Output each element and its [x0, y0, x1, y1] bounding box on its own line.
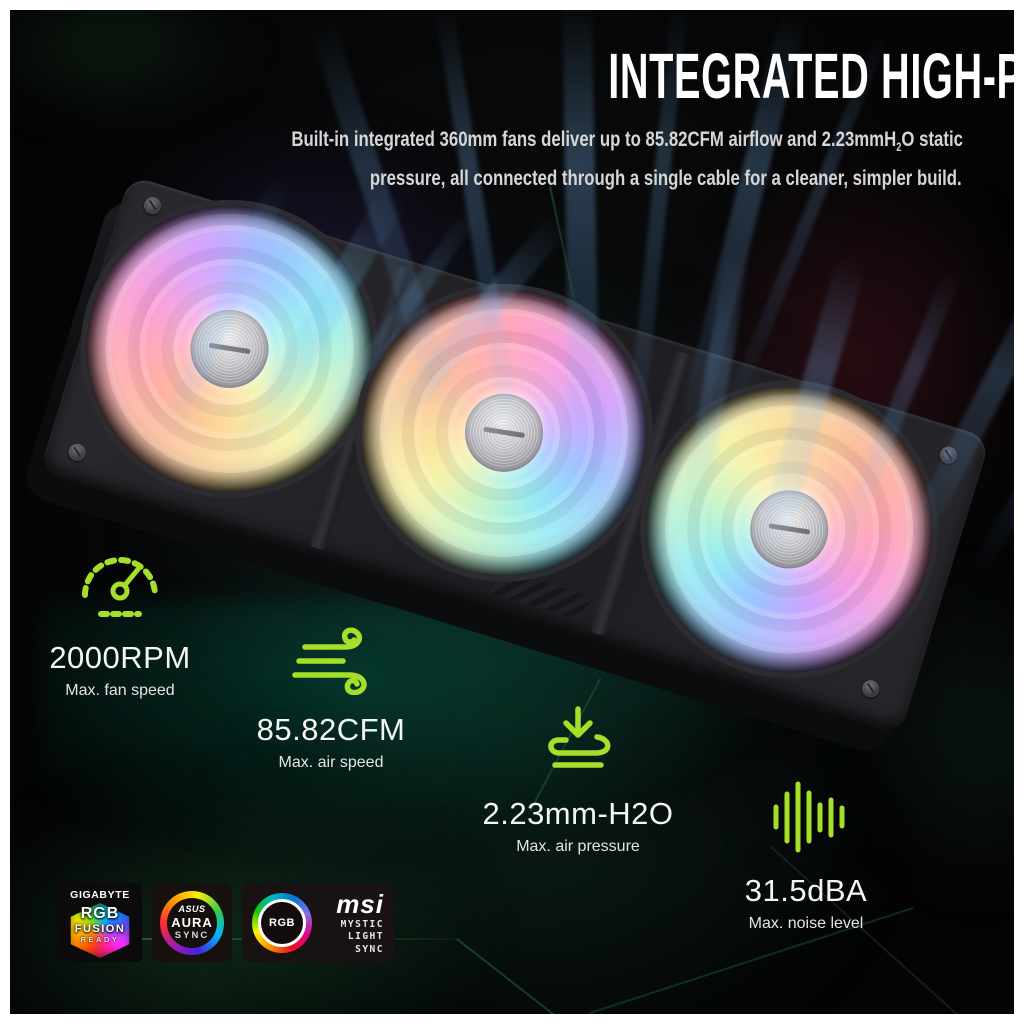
spec-label: Max. noise level: [748, 915, 864, 932]
gigabyte-rgb-fusion-badge: GIGABYTE RGB FUSION READY: [58, 883, 142, 962]
spec-value: 2.23mm-H2O: [482, 796, 674, 831]
rgb-fusion-emblem: RGB FUSION READY: [66, 903, 134, 958]
spec-fan-speed: 2000RPM Max. fan speed: [10, 543, 230, 700]
rainbow-ring: RGB: [252, 892, 312, 953]
spec-value: 2000RPM: [49, 640, 191, 675]
spec-label: Max. fan speed: [65, 682, 175, 699]
gigabyte-logo: GIGABYTE: [70, 889, 130, 901]
spec-value: 85.82CFM: [256, 712, 406, 747]
corner-screw: [860, 678, 882, 700]
msi-logo: msi: [336, 888, 384, 919]
light-text: LIGHT: [347, 931, 384, 943]
corner-screw: [66, 441, 88, 463]
spec-air-pressure: 2.23mm-H2O Max. air pressure: [468, 703, 688, 856]
mystic-text: MYSTIC: [340, 918, 384, 930]
spec-label: Max. air pressure: [516, 838, 640, 855]
asus-logo: ASUS: [178, 904, 206, 914]
aura-text: AURA: [171, 915, 213, 930]
asus-aura-sync-badge: ASUS AURA SYNC: [152, 883, 232, 962]
ring-center: RGB: [258, 898, 306, 947]
subtitle-line2: pressure, all connected through a single…: [370, 166, 962, 190]
rgb-text: RGB: [269, 916, 295, 929]
sync-text: SYNC: [174, 930, 210, 941]
rgb-text: RGB: [80, 905, 120, 922]
fusion-text: FUSION: [74, 923, 126, 935]
spec-label: Max. air speed: [278, 754, 384, 771]
corner-screw: [937, 444, 959, 466]
page-title: INTEGRATED HIGH-PERFORMANCE FANS: [608, 40, 1014, 112]
spec-value: 31.5dBA: [744, 873, 868, 908]
rainbow-hexagon: [70, 903, 130, 958]
msi-mystic-light-badge: RGB msi MYSTIC LIGHT SYNC: [242, 883, 394, 962]
sound-wave-icon: [696, 778, 916, 861]
corner-screw: [141, 195, 164, 217]
spec-noise-level: 31.5dBA Max. noise level: [696, 778, 916, 933]
tech-line: [456, 938, 576, 1014]
spec-air-speed: 85.82CFM Max. air speed: [221, 621, 441, 772]
rgb-sync-badges: GIGABYTE RGB FUSION READY ASUS AURA: [58, 883, 394, 962]
ready-text: READY: [80, 935, 120, 944]
ring-center: [167, 897, 217, 948]
page-subtitle: Built-in integrated 360mm fans deliver u…: [102, 124, 963, 194]
header-block: INTEGRATED HIGH-PERFORMANCE FANS Built-i…: [102, 40, 1014, 194]
subtitle-line1-pre: Built-in integrated 360mm fans deliver u…: [291, 127, 897, 151]
rainbow-ring: ASUS AURA SYNC: [160, 890, 224, 955]
pressure-icon: [468, 703, 688, 784]
gauge-icon: [10, 543, 230, 628]
subtitle-line1-post: O static: [901, 127, 963, 151]
wind-icon: [221, 621, 441, 700]
frame-emboss-logo: [487, 570, 595, 619]
marketing-canvas: INTEGRATED HIGH-PERFORMANCE FANS Built-i…: [10, 10, 1014, 1014]
sync-text: SYNC: [355, 943, 384, 955]
subtitle-subscript: 2: [896, 140, 902, 154]
